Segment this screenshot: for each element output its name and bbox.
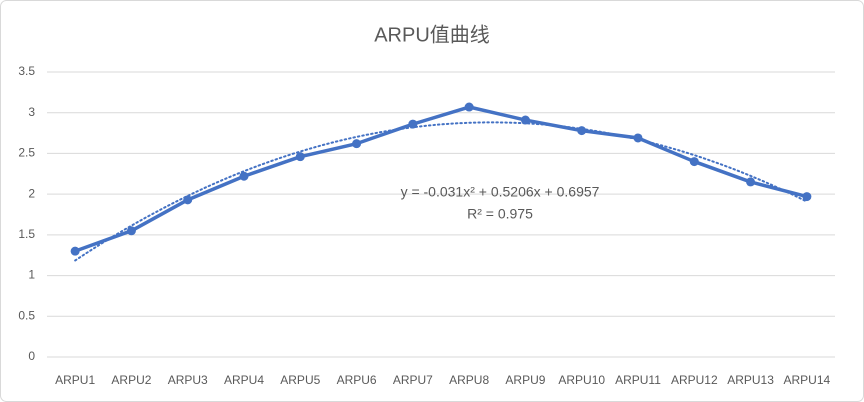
data-point (746, 177, 756, 187)
x-tick-label: ARPU8 (449, 373, 489, 387)
x-tick-label: ARPU9 (505, 373, 545, 387)
trendline-equation: y = -0.031x² + 0.5206x + 0.6957 (401, 184, 600, 200)
y-tick-label: 3.5 (18, 64, 35, 78)
y-tick-label: 0 (28, 349, 35, 363)
data-point (352, 139, 362, 149)
data-point (70, 246, 80, 256)
data-point (295, 152, 305, 162)
data-point (126, 226, 136, 236)
data-point (689, 157, 699, 167)
x-tick-label: ARPU13 (727, 373, 774, 387)
x-tick-label: ARPU11 (615, 373, 661, 387)
x-tick-label: ARPU3 (168, 373, 208, 387)
y-tick-label: 1.5 (18, 227, 35, 241)
data-point (239, 171, 249, 181)
data-point (464, 102, 474, 112)
x-tick-label: ARPU14 (784, 373, 831, 387)
y-tick-label: 2 (28, 186, 35, 200)
y-tick-label: 1 (28, 268, 35, 282)
y-tick-label: 0.5 (18, 308, 35, 322)
data-point (802, 192, 812, 202)
x-tick-label: ARPU7 (393, 373, 433, 387)
x-tick-label: ARPU1 (55, 373, 95, 387)
x-tick-label: ARPU6 (337, 373, 377, 387)
y-tick-label: 3 (28, 105, 35, 119)
y-tick-label: 2.5 (18, 146, 35, 160)
x-tick-label: ARPU2 (111, 373, 151, 387)
x-tick-label: ARPU5 (280, 373, 320, 387)
trendline (74, 121, 808, 262)
chart-title: ARPU值曲线 (374, 23, 490, 46)
trendline-r-squared: R² = 0.975 (467, 206, 533, 222)
series-line (74, 105, 808, 253)
x-tick-label: ARPU4 (224, 373, 264, 387)
x-tick-label: ARPU10 (558, 373, 605, 387)
x-tick-label: ARPU12 (671, 373, 718, 387)
